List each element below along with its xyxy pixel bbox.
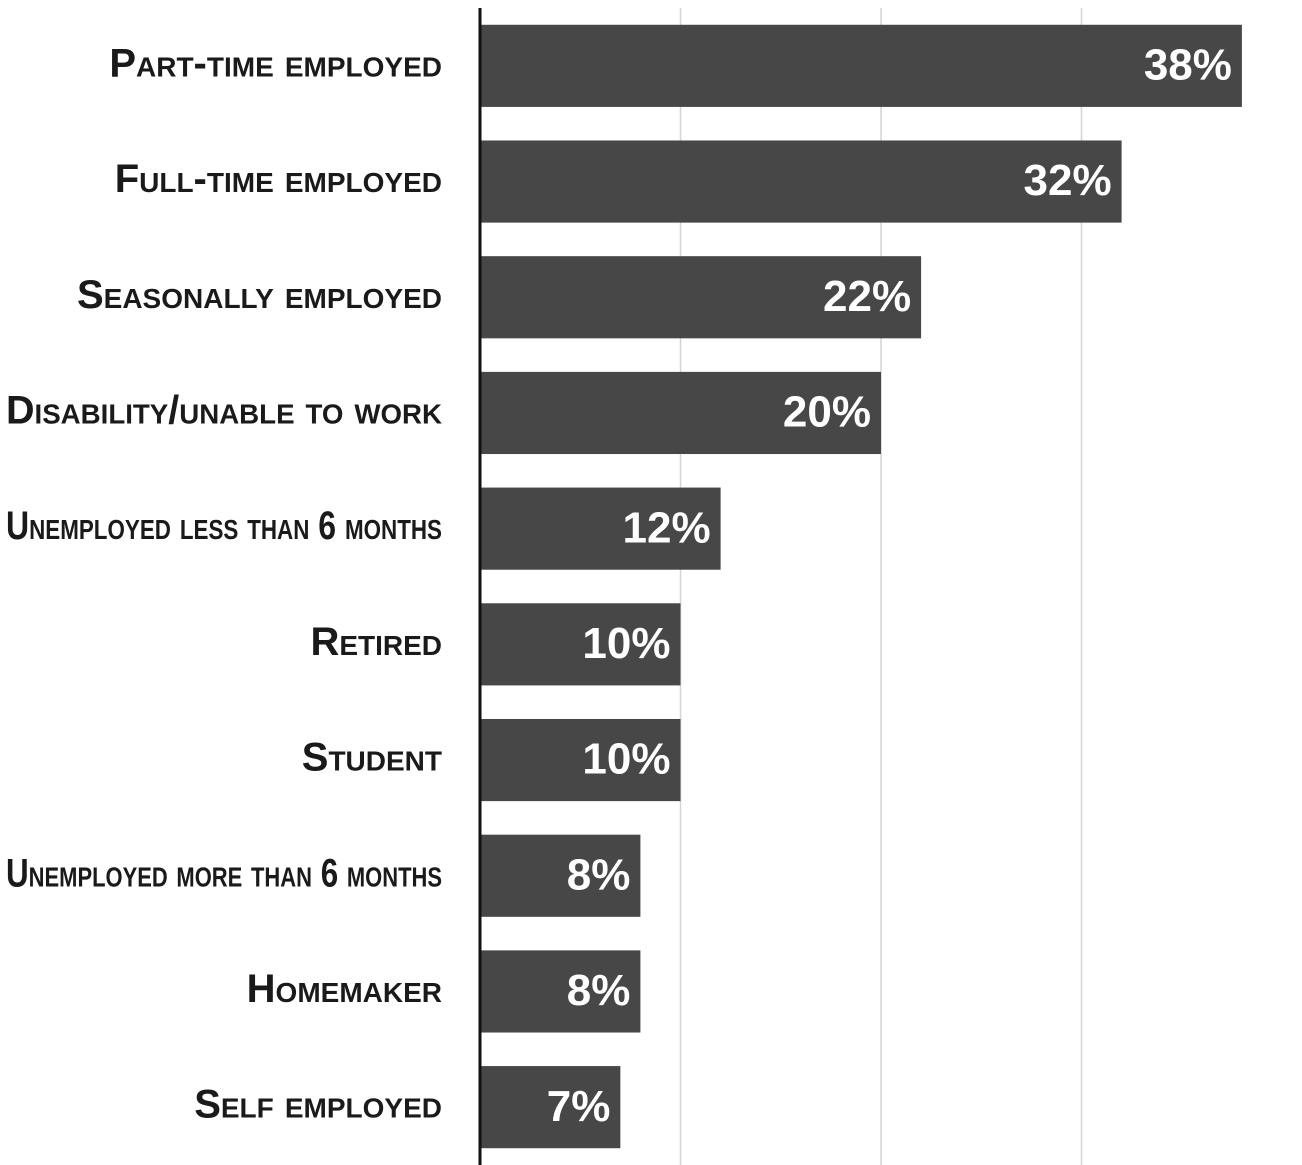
- category-label: Unemployed less than 6 months: [6, 504, 442, 548]
- category-label: Unemployed more than 6 months: [6, 851, 442, 895]
- value-label: 38%: [1144, 40, 1232, 89]
- bar: [480, 256, 922, 339]
- bar: [480, 487, 721, 570]
- value-label: 10%: [582, 619, 670, 668]
- value-label: 12%: [623, 503, 711, 552]
- category-labels: Part-time employed Full-time employed Seas…: [6, 41, 442, 1126]
- category-label: Part-time employed: [109, 41, 442, 85]
- value-label: 32%: [1024, 156, 1112, 205]
- category-label: Seasonally employed: [77, 273, 442, 317]
- category-label: Retired: [310, 620, 442, 664]
- value-label: 10%: [582, 735, 670, 784]
- category-label: Student: [302, 736, 442, 780]
- bar: [480, 371, 881, 455]
- value-label: 8%: [567, 850, 631, 899]
- bar: [480, 603, 681, 686]
- value-label: 7%: [547, 1082, 611, 1131]
- bar: [480, 1066, 621, 1149]
- value-label: 22%: [823, 272, 911, 321]
- value-labels: 38% 32% 22% 20% 12% 10% 10% 8% 8% 7%: [547, 40, 1232, 1130]
- value-label: 8%: [567, 966, 631, 1015]
- bar: [480, 950, 641, 1033]
- bar: [480, 834, 641, 917]
- value-label: 20%: [783, 388, 871, 437]
- category-label: Full-time employed: [115, 157, 442, 201]
- bar: [480, 24, 1242, 107]
- category-label: Disability/unable to work: [6, 389, 442, 433]
- bar: [480, 718, 681, 802]
- bars: [480, 24, 1242, 1149]
- category-label: Homemaker: [247, 967, 442, 1011]
- category-label: Self employed: [194, 1083, 442, 1127]
- bar: [480, 140, 1122, 223]
